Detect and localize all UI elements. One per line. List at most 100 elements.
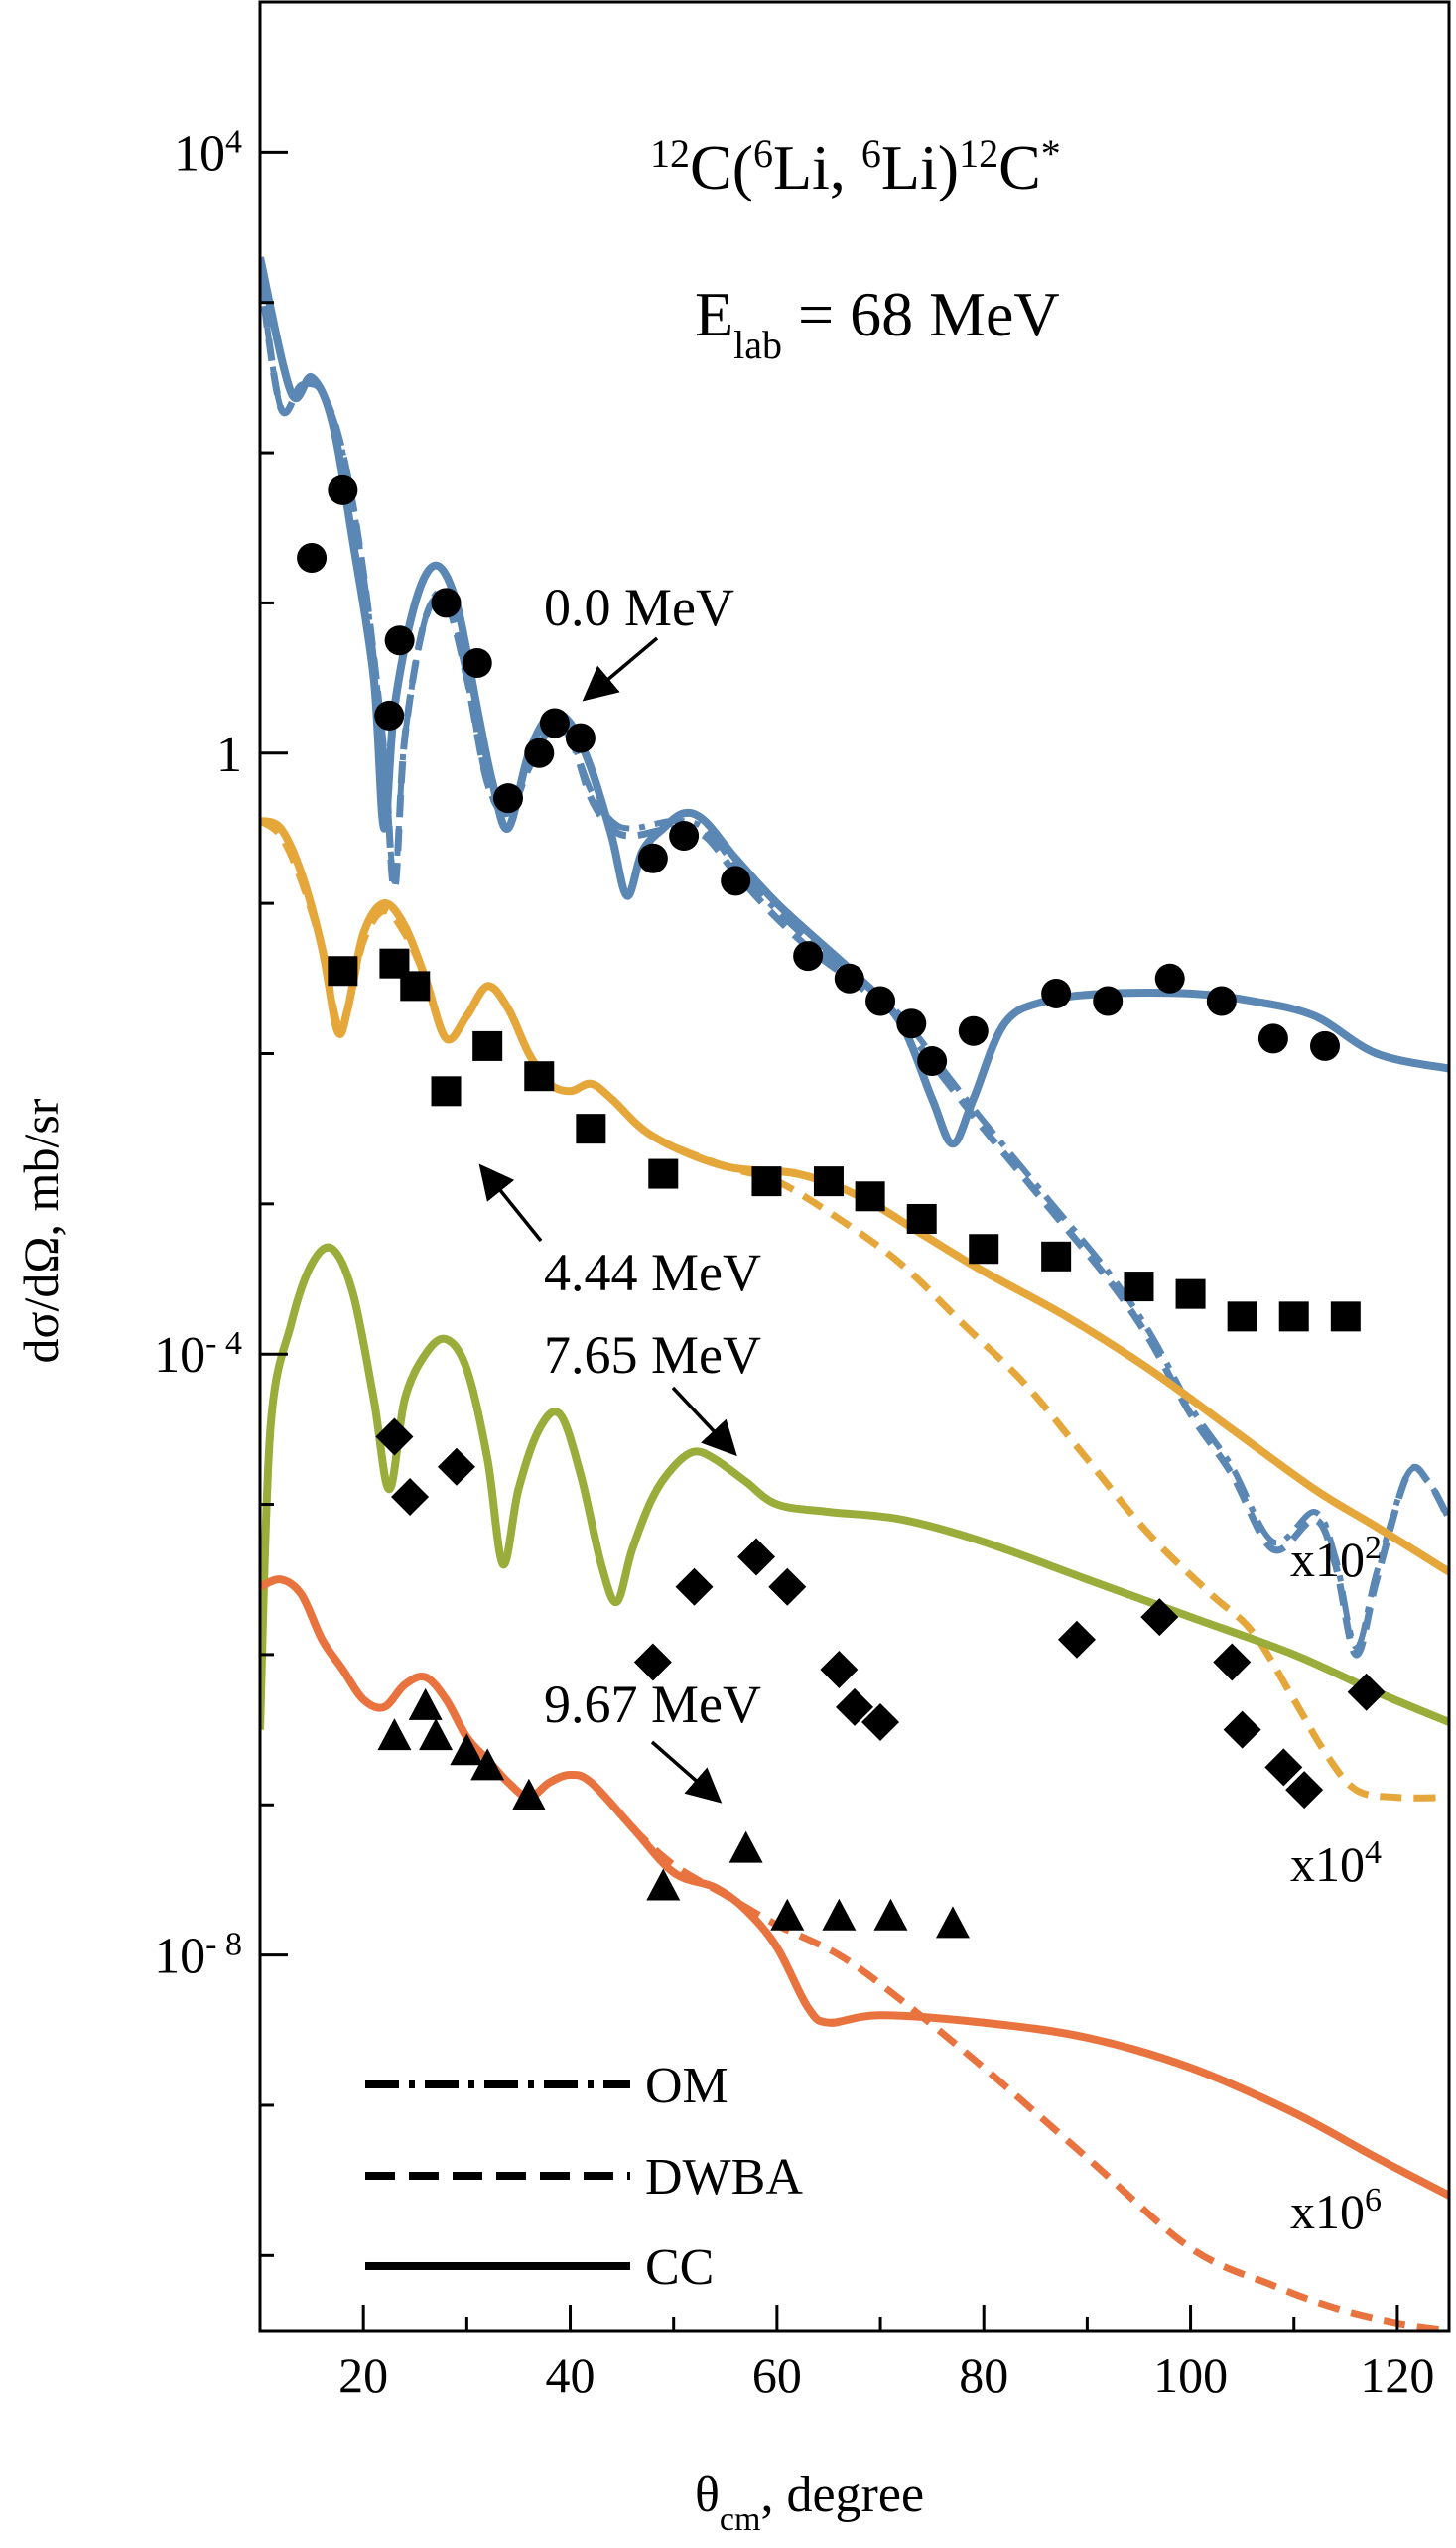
data-point-0-0-mev: [1041, 978, 1072, 1008]
data-point-0-0-mev: [958, 1015, 989, 1046]
annotation-text-7-65-mev: 7.65 MeV: [544, 1325, 761, 1385]
cc-curve-0-0-mev: [260, 256, 1449, 1148]
data-point-9-67-mev: [450, 1733, 484, 1766]
data-point-7-65-mev: [836, 1687, 873, 1726]
data-point-4-44-mev: [855, 1181, 885, 1212]
data-point-0-0-mev: [1309, 1030, 1340, 1061]
energy-label: Elab = 68 MeV: [695, 279, 1060, 367]
data-point-0-0-mev: [793, 941, 824, 972]
chart-title: 12C(6Li, 6Li)12C*: [650, 131, 1061, 203]
x-tick-label: 100: [1153, 2347, 1228, 2403]
scale-label-x1000000-exp: 6: [1365, 2182, 1382, 2218]
y-tick-base: 1: [216, 727, 242, 783]
data-point-7-65-mev: [861, 1703, 900, 1742]
data-point-9-67-mev: [408, 1687, 443, 1720]
data-point-7-65-mev: [1223, 1710, 1261, 1749]
plot-frame: [258, 0, 1451, 2333]
annotation-text-4-44-mev: 4.44 MeV: [544, 1243, 761, 1302]
y-tick-exponent: - 4: [205, 1325, 242, 1362]
data-point-7-65-mev: [1264, 1748, 1303, 1787]
data-point-4-44-mev: [472, 1030, 503, 1061]
x-axis-label-sub: cm: [720, 2501, 761, 2538]
data-point-0-0-mev: [431, 588, 462, 618]
data-point-4-44-mev: [1227, 1301, 1257, 1332]
y-tick-label: 10- 4: [154, 1325, 242, 1385]
x-tick-label: 80: [959, 2347, 1008, 2403]
annotation-arrow-9-67-mev: [650, 1740, 723, 1804]
scale-label-x100-exp: 2: [1365, 1530, 1382, 1566]
data-point-7-65-mev: [633, 1643, 672, 1681]
legend: OM DWBA CC: [365, 2058, 803, 2296]
y-tick-base: 10: [154, 1929, 205, 1985]
annotation-text-0-0-mev: 0.0 MeV: [544, 578, 734, 637]
y-axis-label: dσ/dΩ, mb/sr: [13, 1098, 68, 1363]
annotation-9-67-mev: 9.67 MeV: [544, 1675, 761, 1804]
data-point-7-65-mev: [768, 1567, 807, 1606]
data-point-7-65-mev: [437, 1447, 475, 1486]
y-tick-base: 10: [154, 1327, 205, 1384]
data-point-4-44-mev: [524, 1061, 555, 1092]
energy-label-sub: lab: [733, 323, 782, 367]
data-point-9-67-mev: [822, 1898, 857, 1931]
data-point-9-67-mev: [470, 1748, 505, 1781]
data-point-0-0-mev: [462, 647, 492, 678]
om-curve-0-0-mev: [260, 271, 1449, 1651]
data-point-7-65-mev: [1347, 1673, 1386, 1711]
markers-layer: [297, 474, 1386, 1939]
data-point-9-67-mev: [935, 1906, 970, 1939]
data-point-0-0-mev: [721, 866, 751, 896]
data-point-4-44-mev: [1278, 1301, 1309, 1332]
title-star: *: [1041, 131, 1061, 176]
scale-label-x100-base: x10: [1290, 1532, 1365, 1587]
data-point-4-44-mev: [576, 1114, 606, 1144]
annotation-arrow-0-0-mev: [582, 636, 659, 702]
legend-label-cc: CC: [645, 2239, 714, 2296]
data-point-0-0-mev: [1154, 963, 1185, 994]
data-point-4-44-mev: [813, 1166, 844, 1197]
y-tick-exponent: - 8: [205, 1926, 242, 1962]
scale-label-x10000: x104: [1290, 1834, 1382, 1893]
x-tick-label: 120: [1360, 2347, 1434, 2403]
data-point-0-0-mev: [1093, 986, 1124, 1016]
scale-label-x1000000-base: x10: [1290, 2184, 1365, 2239]
legend-label-om: OM: [645, 2058, 728, 2114]
legend-label-dwba: DWBA: [645, 2149, 803, 2206]
annotation-7-65-mev: 7.65 MeV: [544, 1325, 761, 1457]
x-axis-label-rest: , degree: [760, 2467, 924, 2523]
energy-label-base: E: [695, 279, 733, 349]
data-point-7-65-mev: [1140, 1598, 1179, 1637]
x-axis-label-base: θ: [695, 2467, 720, 2523]
scale-label-x1000000: x106: [1290, 2182, 1382, 2240]
title-mass-d: 12: [959, 131, 998, 176]
title-part-d: C: [998, 132, 1041, 202]
annotation-4-44-mev: 4.44 MeV: [478, 1163, 761, 1302]
y-tick-exponent: 4: [225, 123, 242, 160]
data-point-0-0-mev: [524, 738, 555, 768]
scale-label-x10000-base: x10: [1290, 1836, 1365, 1892]
cc-curve-9-67-mev: [260, 1575, 1449, 2200]
annotation-arrow-7-65-mev: [671, 1386, 737, 1457]
data-point-0-0-mev: [565, 723, 596, 753]
scale-label-x100: x102: [1290, 1530, 1382, 1588]
data-point-0-0-mev: [493, 783, 524, 814]
data-point-4-44-mev: [431, 1076, 462, 1107]
y-tick-label: 104: [174, 123, 242, 183]
x-axis-label: θcm, degree: [695, 2467, 924, 2538]
data-point-0-0-mev: [896, 1008, 927, 1039]
data-point-4-44-mev: [1330, 1301, 1361, 1332]
curves-layer: [260, 256, 1449, 2331]
data-point-9-67-mev: [377, 1718, 412, 1751]
title-mass-a: 12: [650, 131, 690, 176]
data-point-4-44-mev: [400, 971, 431, 1002]
data-point-0-0-mev: [669, 821, 700, 852]
title-part-c: Li): [881, 132, 959, 202]
data-point-0-0-mev: [328, 474, 358, 505]
title-part-b: Li,: [773, 132, 861, 202]
x-tick-label: 60: [752, 2347, 802, 2403]
energy-label-rest: = 68 MeV: [782, 279, 1060, 349]
title-mass-c: 6: [861, 131, 881, 176]
data-point-7-65-mev: [1285, 1771, 1324, 1810]
data-point-4-44-mev: [328, 956, 358, 987]
data-point-9-67-mev: [419, 1718, 454, 1751]
